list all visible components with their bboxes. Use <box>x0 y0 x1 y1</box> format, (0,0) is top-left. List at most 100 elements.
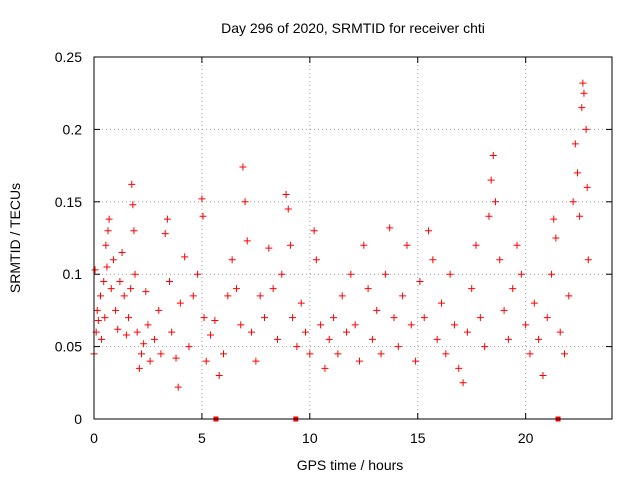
data-point <box>455 364 463 372</box>
data-point <box>552 234 560 242</box>
data-point <box>293 343 301 351</box>
data-point <box>199 212 207 220</box>
data-point <box>118 248 126 256</box>
data-point <box>386 224 394 232</box>
data-point <box>96 292 104 300</box>
data-point <box>185 343 193 351</box>
data-point <box>125 314 133 322</box>
data-point <box>476 314 484 322</box>
data-point <box>282 191 290 199</box>
x-tick-label: 10 <box>302 430 318 446</box>
data-point <box>215 372 223 380</box>
data-point <box>202 357 210 365</box>
data-point <box>224 292 232 300</box>
data-point <box>343 328 351 336</box>
data-point <box>289 314 297 322</box>
y-tick-label: 0.1 <box>63 266 83 282</box>
data-point <box>168 328 176 336</box>
data-point <box>377 350 385 358</box>
data-point <box>93 306 101 314</box>
data-point <box>273 335 281 343</box>
data-point <box>334 350 342 358</box>
data-point <box>561 350 569 358</box>
data-point <box>381 270 389 278</box>
data-point <box>535 335 543 343</box>
data-point <box>364 285 372 293</box>
axis-ticks <box>93 56 612 420</box>
x-tick-label: 15 <box>410 430 426 446</box>
data-point <box>120 292 128 300</box>
data-point <box>278 270 286 278</box>
x-tick-label: 0 <box>90 430 98 446</box>
data-point <box>463 328 471 336</box>
y-tick-label: 0.25 <box>55 49 82 65</box>
data-point <box>407 321 415 329</box>
data-point <box>174 383 182 391</box>
y-tick-label: 0.05 <box>55 339 82 355</box>
data-point <box>450 321 458 329</box>
data-point <box>580 89 588 97</box>
data-point <box>131 270 139 278</box>
data-point <box>565 292 573 300</box>
data-point <box>176 299 184 307</box>
grid-lines <box>94 57 612 419</box>
data-point <box>163 215 171 223</box>
y-axis-label: SRMTID / TECUs <box>7 183 23 293</box>
data-point <box>261 314 269 322</box>
y-tick-label: 0.15 <box>55 194 82 210</box>
data-point <box>256 292 264 300</box>
data-point <box>157 350 165 358</box>
data-point <box>104 227 112 235</box>
data-point <box>107 285 115 293</box>
data-point <box>286 241 294 249</box>
data-point <box>194 270 202 278</box>
data-point <box>155 306 163 314</box>
data-point <box>140 340 148 348</box>
data-point <box>172 354 180 362</box>
data-point <box>485 212 493 220</box>
data-point <box>571 140 579 148</box>
data-point <box>122 331 130 339</box>
data-point <box>265 244 273 252</box>
data-point <box>509 285 517 293</box>
data-point <box>127 285 135 293</box>
data-point <box>128 180 136 188</box>
data-points <box>90 79 592 391</box>
data-point <box>302 328 310 336</box>
data-point <box>135 364 143 372</box>
data-point <box>220 350 227 358</box>
data-point <box>573 169 581 177</box>
plot-frame <box>93 56 613 420</box>
data-point <box>489 151 497 159</box>
data-point <box>437 299 445 307</box>
data-point <box>355 357 363 365</box>
data-point <box>442 350 450 358</box>
data-point <box>317 321 325 329</box>
data-point <box>425 227 433 235</box>
data-point <box>137 350 145 358</box>
data-point <box>161 230 169 238</box>
data-point <box>472 241 480 249</box>
x-axis-label: GPS time / hours <box>297 457 404 473</box>
data-point <box>133 328 141 336</box>
data-point <box>146 357 154 365</box>
data-point <box>228 256 236 264</box>
data-point <box>556 328 564 336</box>
data-point <box>310 227 318 235</box>
data-point <box>98 335 106 343</box>
data-point <box>504 335 512 343</box>
data-point <box>530 299 538 307</box>
data-point <box>109 256 117 264</box>
data-point <box>166 277 174 285</box>
data-point <box>338 292 346 300</box>
data-point <box>129 201 137 209</box>
data-point <box>103 263 111 271</box>
data-point <box>579 79 587 87</box>
y-tick-labels: 0 0.05 0.1 0.15 0.2 0.25 <box>55 49 82 427</box>
data-point <box>539 372 547 380</box>
chart-title: Day 296 of 2020, SRMTID for receiver cht… <box>221 20 485 36</box>
data-point <box>496 256 504 264</box>
data-point <box>325 335 333 343</box>
data-point <box>513 241 521 249</box>
